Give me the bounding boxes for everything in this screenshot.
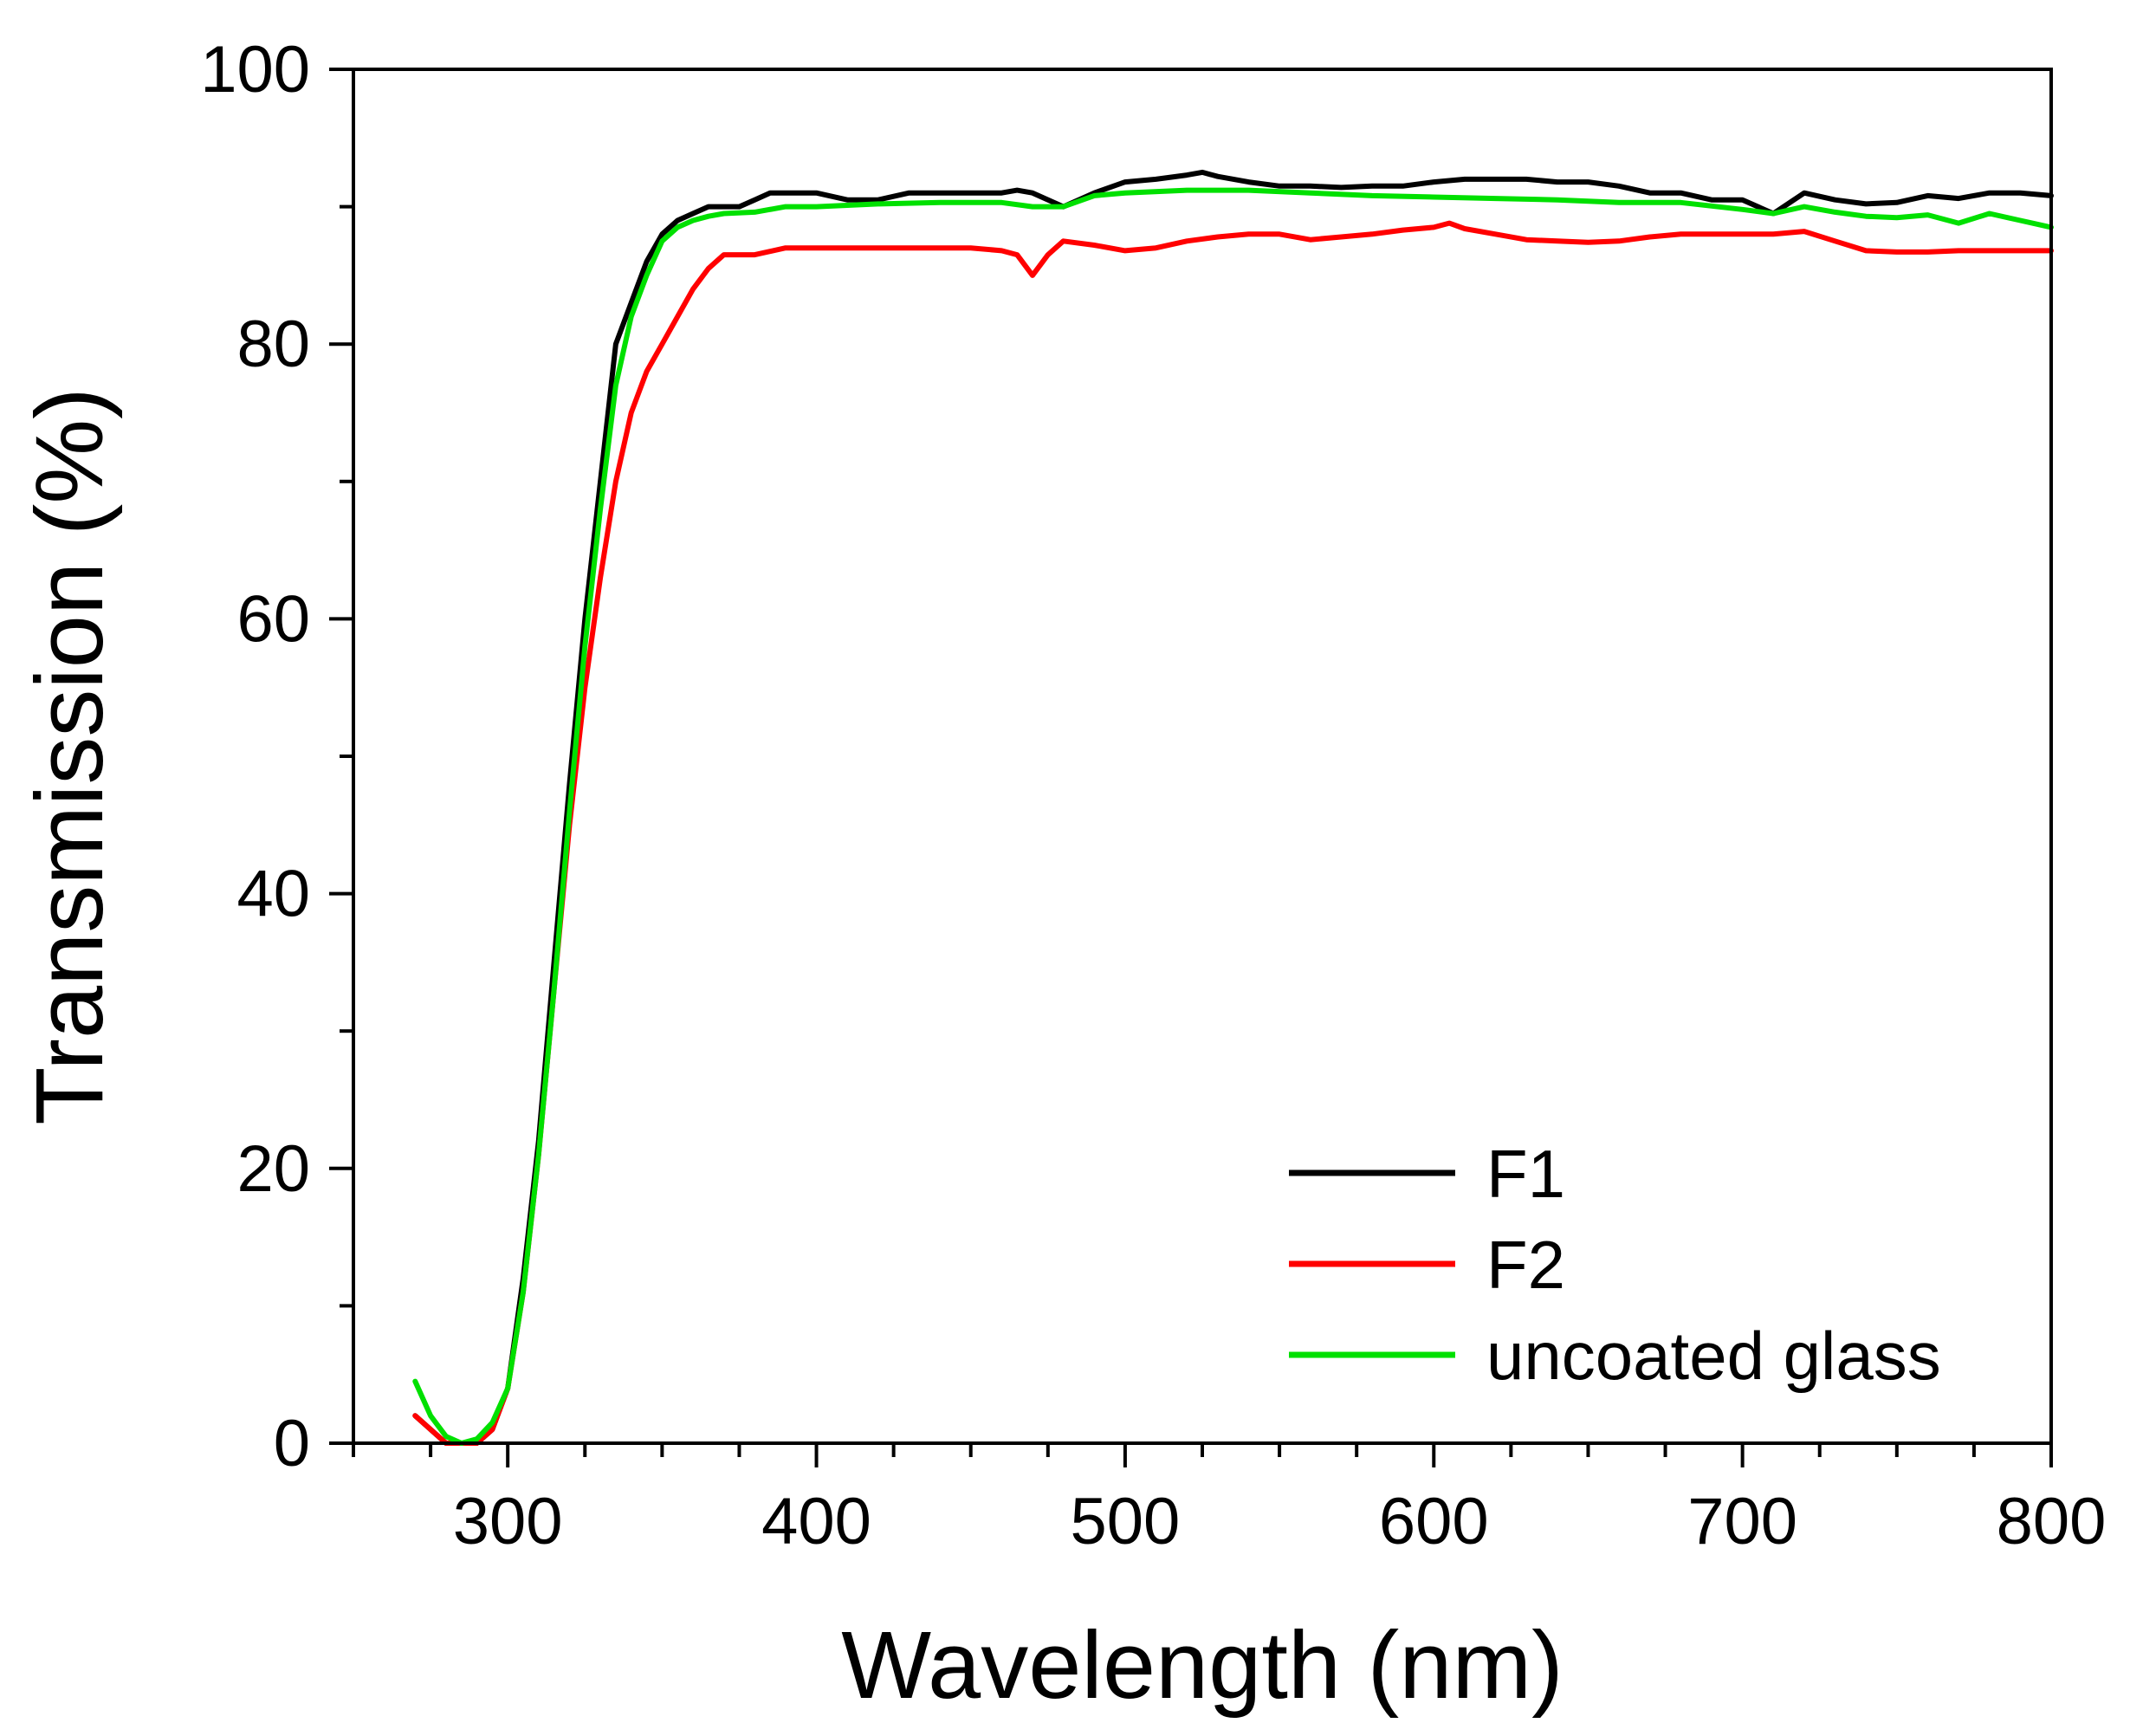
series-line-uncoated-glass — [412, 187, 2054, 1446]
x-tick-label: 800 — [1997, 1485, 2107, 1558]
y-tick-label: 0 — [274, 1407, 310, 1480]
legend-label: F1 — [1486, 1136, 1565, 1212]
x-axis-title: Wavelength (nm) — [841, 1612, 1563, 1719]
y-tick-label: 80 — [236, 308, 310, 381]
y-tick-label: 40 — [236, 858, 310, 931]
y-axis-title: Transmission (%) — [16, 387, 123, 1125]
x-tick-label: 400 — [761, 1485, 871, 1558]
x-tick-label: 500 — [1071, 1485, 1181, 1558]
series-line-f2 — [412, 220, 2054, 1446]
series-line-f1 — [412, 169, 2054, 1446]
legend-label: F2 — [1486, 1227, 1565, 1303]
x-axis-ticks: 300 400 500 600 700 800 — [352, 1443, 2107, 1558]
x-tick-label: 700 — [1687, 1485, 1797, 1558]
y-tick-label: 100 — [200, 33, 310, 107]
legend: F1 F2 uncoated glass — [1289, 1136, 1941, 1394]
y-tick-label: 60 — [236, 582, 310, 656]
x-tick-label: 300 — [453, 1485, 563, 1558]
legend-label: uncoated glass — [1486, 1318, 1941, 1394]
series-layer — [412, 169, 2054, 1446]
x-tick-label: 600 — [1379, 1485, 1489, 1558]
y-axis-ticks: 0 20 40 60 80 100 — [200, 33, 353, 1480]
y-tick-label: 20 — [236, 1132, 310, 1206]
